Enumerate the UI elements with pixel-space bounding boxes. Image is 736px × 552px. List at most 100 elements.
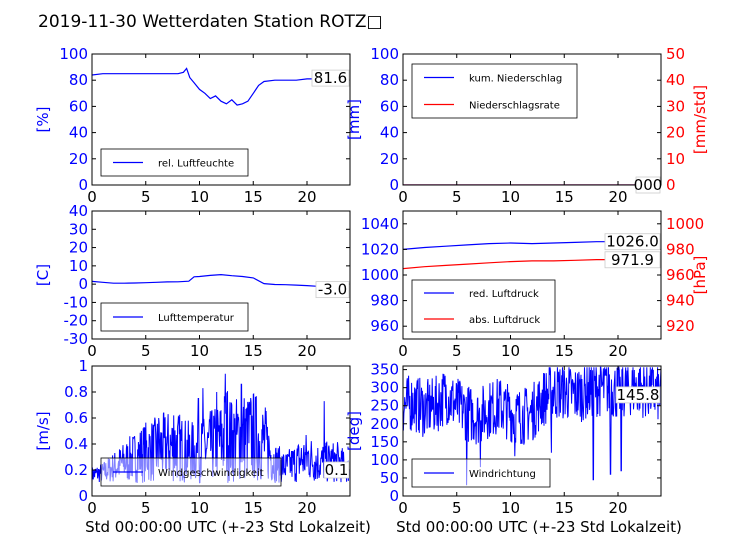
right-y-tick-label: 20	[666, 124, 685, 142]
last-value-box	[615, 386, 661, 404]
y-tick-label: 960	[370, 317, 399, 335]
y-tick-label: 1040	[361, 215, 399, 233]
y-tick-label: 30	[69, 220, 88, 238]
right-y-tick-label: 50	[666, 45, 685, 63]
legend-box	[411, 63, 578, 119]
legend: Windrichtung	[411, 458, 551, 488]
last-value-label: 81.6	[314, 69, 347, 87]
y-tick-label: 300	[370, 379, 399, 397]
x-tick-label: 15	[555, 499, 574, 517]
right-y-tick-label: 960	[666, 266, 695, 284]
y-tick-label: -30	[64, 330, 89, 348]
y-tick-label: 1020	[361, 240, 399, 258]
x-tick-label: 15	[555, 342, 574, 360]
x-tick-label: 10	[501, 342, 520, 360]
y-tick-label: 0	[78, 176, 88, 194]
y-tick-label: 250	[370, 397, 399, 415]
y-tick-label: 40	[69, 124, 88, 142]
panel-6: 0 5 10 15 20050100150200250300350[deg]Windri…	[345, 361, 682, 536]
last-value-box	[604, 251, 661, 269]
x-tick-label: 0	[398, 499, 408, 517]
legend-label: Niederschlagsrate	[469, 101, 560, 112]
last-value-label: 0.1	[325, 461, 349, 479]
legend-label: kum. Niederschlag	[469, 74, 562, 85]
x-tick-label: 5	[452, 499, 462, 517]
y-tick-label: 80	[69, 71, 88, 89]
legend-box	[411, 279, 556, 333]
x-tick-label: 0	[87, 499, 97, 517]
y-tick-label: 100	[59, 45, 88, 63]
legend-label: Windgeschwindigkeit	[158, 468, 264, 479]
y-axis-label: [mm]	[345, 99, 363, 140]
y-tick-label: -10	[64, 293, 89, 311]
panel-1: 0 5 10 15 20 0 20 40 60 80 100 [%] rel. Luftfeuchte 8…	[34, 45, 351, 206]
x-tick-label: 0	[87, 188, 97, 206]
y-tick-label: -20	[64, 312, 89, 330]
x-tick-label: 15	[244, 342, 263, 360]
last-value-label: 000	[634, 176, 663, 194]
y-axis-label: [deg]	[345, 411, 363, 451]
legend: rel. Luftfeuchte	[100, 148, 249, 177]
y-tick-label: 40	[380, 124, 399, 142]
y-axis-label: [C]	[34, 264, 52, 286]
y-tick-label: 0.2	[64, 461, 88, 479]
panel-2: 0 5 10 15 20 0 20 40 60 80 100 0 10 20 30 40 50 [mm] [mm/s…	[345, 45, 709, 206]
y-tick-label: 0.8	[64, 383, 88, 401]
x-tick-label: 20	[297, 342, 316, 360]
plot-frame	[402, 365, 662, 497]
right-y-tick-label: 1000	[666, 215, 704, 233]
series-line-1	[92, 373, 350, 484]
y-tick-label: 200	[370, 415, 399, 433]
y-tick-label: 60	[69, 97, 88, 115]
series-line-1	[92, 273, 349, 291]
x-tick-label: 10	[190, 342, 209, 360]
right-y-tick-label: 980	[666, 240, 695, 258]
right-y-tick-label: 0	[666, 176, 676, 194]
x-axis-label: Std 00:00:00 UTC (+-23 Std Lokalzeit)	[396, 518, 682, 536]
y-tick-label: 0	[389, 176, 399, 194]
legend: Windgeschwindigkeit	[100, 457, 282, 487]
panel-3: 0 5 10 15 20-30-20-10010203040[C]Lufttempera…	[34, 202, 351, 360]
x-tick-label: 20	[608, 342, 627, 360]
plot-frame	[91, 210, 351, 340]
x-tick-label: 5	[141, 499, 151, 517]
y-tick-label: 10	[69, 257, 88, 275]
x-tick-label: 20	[608, 499, 627, 517]
x-tick-label: 20	[297, 499, 316, 517]
y-tick-label: 40	[69, 202, 88, 220]
y-tick-label: 20	[69, 239, 88, 257]
x-tick-label: 10	[190, 499, 209, 517]
x-axis-label: Std 00:00:00 UTC (+-23 Std Lokalzeit)	[85, 518, 371, 536]
y-tick-label: 20	[380, 150, 399, 168]
legend: red. Luftdruck abs. Luftdruck	[411, 279, 556, 333]
y-tick-label: 100	[370, 45, 399, 63]
legend-label: abs. Luftdruck	[469, 315, 540, 326]
plot-frame	[91, 53, 351, 186]
legend-label: rel. Luftfeuchte	[158, 159, 234, 170]
last-value-label: 971.9	[611, 251, 654, 269]
y-axis-label: [m/s]	[34, 411, 52, 450]
last-value-box	[604, 233, 661, 251]
y-tick-label: 0.4	[64, 435, 88, 453]
x-tick-label: 5	[452, 342, 462, 360]
last-value-label: 1026.0	[606, 233, 659, 251]
last-value-box	[323, 461, 350, 479]
y-tick-label: 150	[370, 433, 399, 451]
right-y-axis-label: [mm/std]	[691, 85, 709, 154]
right-y-tick-label: 40	[666, 71, 685, 89]
y-tick-label: 350	[370, 361, 399, 379]
right-y-tick-label: 920	[666, 317, 695, 335]
y-tick-label: 980	[370, 292, 399, 310]
legend: kum. Niederschlag Niederschlagsrate	[411, 63, 578, 119]
right-y-tick-label: 10	[666, 150, 685, 168]
y-tick-label: 50	[380, 469, 399, 487]
last-value-label: 145.8	[617, 386, 660, 404]
right-y-tick-label: 30	[666, 97, 685, 115]
x-tick-label: 15	[555, 188, 574, 206]
y-tick-label: 1000	[361, 266, 399, 284]
panel-4: 0 5 10 15 20 960 980 1000 1020 1040 920 940 960 980 10…	[361, 210, 709, 360]
y-tick-label: 100	[370, 451, 399, 469]
y-tick-label: 0	[78, 487, 88, 505]
last-value-box	[311, 69, 350, 87]
